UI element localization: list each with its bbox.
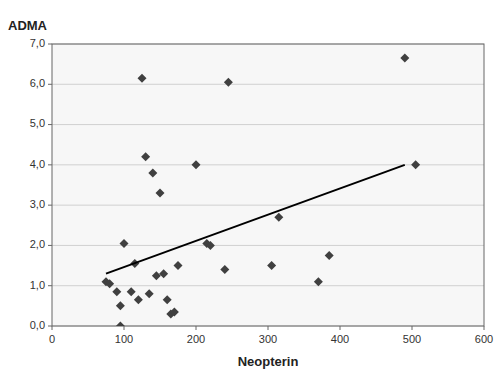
tick-mark: [48, 124, 52, 125]
scatter-point: [120, 239, 129, 248]
scatter-point: [141, 152, 150, 161]
scatter-point: [116, 301, 125, 310]
scatter-point: [138, 74, 147, 83]
tick-mark: [48, 326, 52, 327]
y-axis: 0,0 1,0 2,0 3,0 4,0 5,0 6,0 7,0: [30, 37, 484, 331]
tick-mark: [412, 326, 413, 330]
tick-label: 7,0: [30, 37, 45, 49]
tick-mark: [48, 285, 52, 286]
regression-line: [106, 165, 405, 274]
tick-mark: [268, 326, 269, 330]
grid-line: [52, 245, 484, 246]
tick-label: 100: [115, 333, 133, 345]
scatter-point: [411, 160, 420, 169]
scatter-point: [156, 189, 165, 198]
scatter-point: [314, 277, 323, 286]
tick-label: 3,0: [30, 198, 45, 210]
scatter-point: [127, 287, 136, 296]
plot-background: [52, 44, 484, 326]
grid-line: [52, 84, 484, 85]
tick-label: 0,0: [30, 319, 45, 331]
tick-mark: [48, 44, 52, 45]
scatter-point: [174, 261, 183, 270]
grid-line: [52, 205, 484, 206]
tick-label: 4,0: [30, 158, 45, 170]
scatter-point: [274, 213, 283, 222]
scatter-point: [224, 78, 233, 87]
tick-label: 2,0: [30, 238, 45, 250]
chart: 0,0 1,0 2,0 3,0 4,0 5,0 6,0 7,0 0 100 200 300 400 500…: [0, 0, 500, 378]
scatter-point: [116, 322, 125, 327]
y-axis-label: ADMA: [8, 18, 48, 33]
scatter-point: [267, 261, 276, 270]
x-axis: 0 100 200 300 400 500 600: [49, 326, 493, 345]
plot-frame: [52, 44, 484, 326]
tick-label: 300: [259, 333, 277, 345]
scatter-point: [145, 289, 154, 298]
data-layer: [102, 54, 421, 326]
scatter-point: [148, 168, 157, 177]
tick-label: 400: [331, 333, 349, 345]
grid-line: [52, 124, 484, 125]
tick-mark: [196, 326, 197, 330]
tick-label: 0: [49, 333, 55, 345]
tick-label: 6,0: [30, 77, 45, 89]
tick-mark: [48, 164, 52, 165]
grid-line: [52, 285, 484, 286]
scatter-point: [206, 241, 215, 250]
scatter-point: [159, 269, 168, 278]
scatter-point: [170, 307, 179, 316]
scatter-point: [112, 287, 121, 296]
scatter-point: [400, 54, 409, 63]
tick-mark: [48, 245, 52, 246]
scatter-point: [105, 279, 114, 288]
scatter-point: [192, 160, 201, 169]
tick-label: 200: [187, 333, 205, 345]
tick-label: 5,0: [30, 117, 45, 129]
scatter-point: [152, 271, 161, 280]
tick-mark: [52, 326, 53, 330]
tick-mark: [48, 84, 52, 85]
tick-mark: [124, 326, 125, 330]
tick-label: 600: [475, 333, 493, 345]
scatter-point: [163, 295, 172, 304]
tick-mark: [340, 326, 341, 330]
scatter-point: [220, 265, 229, 274]
tick-mark: [484, 326, 485, 330]
tick-label: 1,0: [30, 279, 45, 291]
x-axis-label: Neopterin: [238, 354, 299, 369]
tick-label: 500: [403, 333, 421, 345]
scatter-point: [325, 251, 334, 260]
tick-mark: [48, 205, 52, 206]
scatter-point: [134, 295, 143, 304]
